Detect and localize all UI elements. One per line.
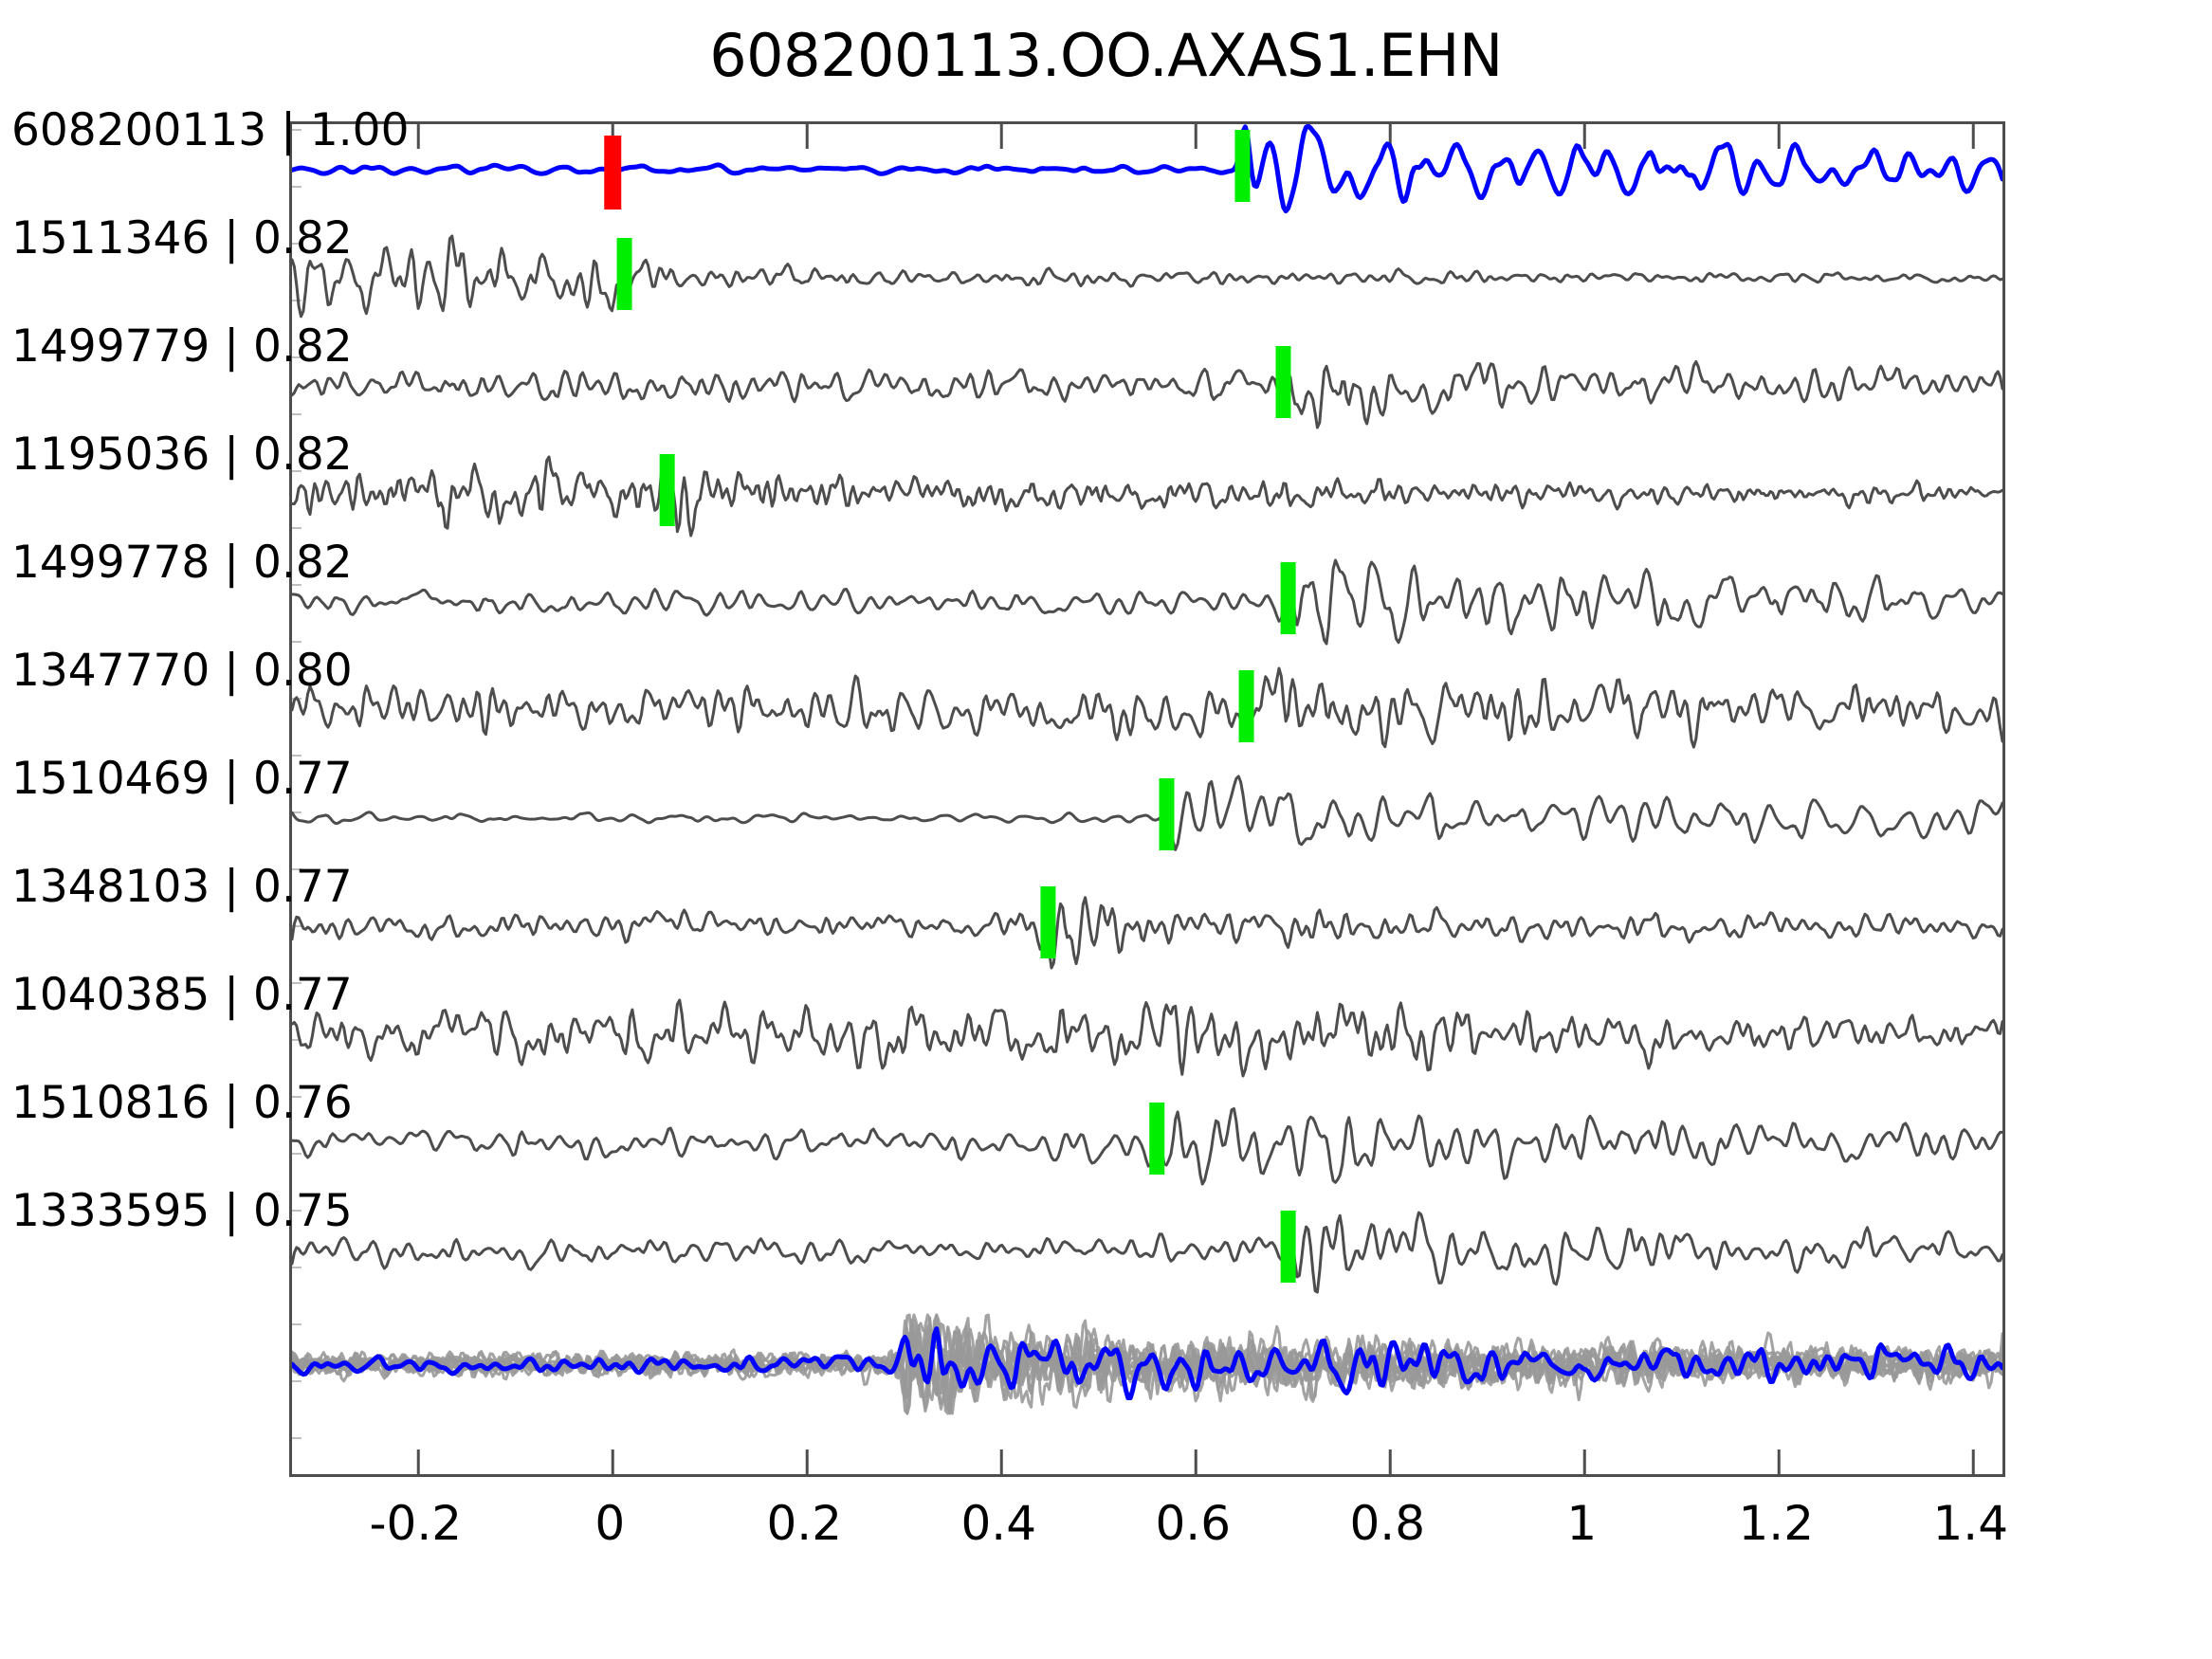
detection-pick-marker[interactable]	[1159, 778, 1175, 850]
detection-pick-marker[interactable]	[1238, 670, 1254, 742]
x-tick-label: 0.6	[1155, 1496, 1232, 1551]
detection-pick-marker[interactable]	[1149, 1103, 1165, 1175]
waveform-path	[292, 1107, 2002, 1186]
waveform-path	[292, 1328, 2002, 1415]
plot-area	[289, 121, 2005, 1477]
waveform-path	[292, 775, 2002, 851]
waveform-path	[292, 1211, 2002, 1294]
x-tick-label: -0.2	[369, 1496, 463, 1551]
waveform-path	[292, 1326, 2002, 1400]
x-tick-label: 0	[594, 1496, 626, 1551]
page-title: 608200113.OO.AXAS1.EHN	[709, 21, 1503, 90]
detection-pick-marker[interactable]	[1275, 346, 1291, 418]
waveform-path	[292, 455, 2002, 538]
x-tick-label: 0.2	[766, 1496, 843, 1551]
x-tick-label: 1.4	[1932, 1496, 2009, 1551]
waveform-path	[292, 896, 2002, 970]
detection-pick-marker[interactable]	[1234, 130, 1251, 202]
detection-pick-marker[interactable]	[1040, 886, 1056, 958]
waveform-path	[292, 666, 2002, 749]
x-axis-tick-labels: -0.2 0 0.2 0.4 0.6 0.8 1 1.2 1.4	[289, 1496, 2009, 1572]
detection-pick-marker[interactable]	[616, 238, 632, 310]
waveform-path	[292, 234, 2002, 319]
x-tick-label: 0.8	[1349, 1496, 1426, 1551]
x-tick-label: 1.2	[1738, 1496, 1815, 1551]
detection-pick-marker[interactable]	[659, 454, 675, 526]
waveform-path	[292, 124, 2002, 214]
waveform-canvas	[292, 124, 2002, 1474]
detection-pick-marker[interactable]	[1280, 562, 1296, 634]
x-tick-label: 0.4	[960, 1496, 1037, 1551]
x-tick-label: 1	[1566, 1496, 1598, 1551]
waveform-path	[292, 360, 2002, 429]
template-pick-marker[interactable]	[604, 136, 622, 210]
waveform-path	[292, 998, 2002, 1078]
detection-pick-marker[interactable]	[1280, 1211, 1296, 1283]
waveform-path	[292, 558, 2002, 646]
